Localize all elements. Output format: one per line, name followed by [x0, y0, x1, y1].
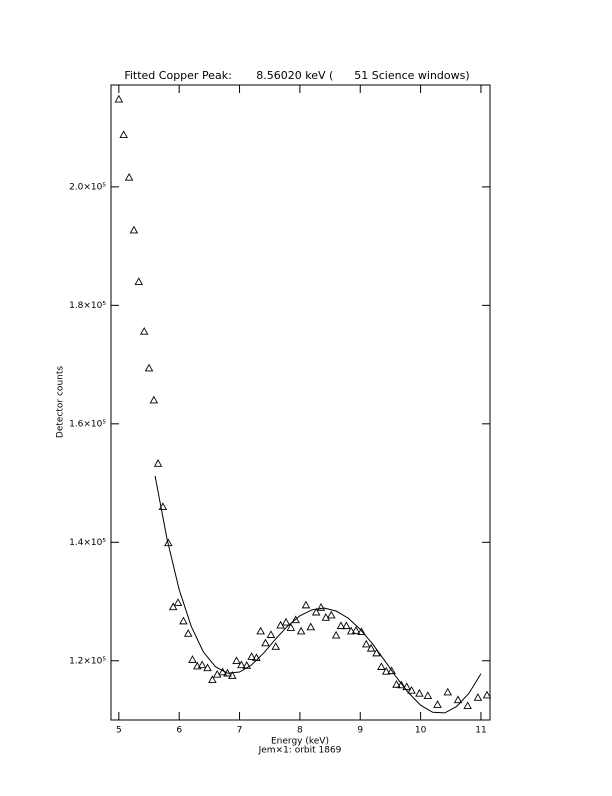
- data-point: [366, 643, 376, 652]
- data-point: [453, 695, 463, 704]
- data-point: [237, 660, 246, 669]
- data-point: [433, 700, 442, 708]
- data-point: [119, 130, 128, 139]
- data-point: [168, 602, 178, 611]
- data-point: [443, 687, 453, 696]
- data-point: [321, 613, 331, 621]
- data-point: [336, 621, 346, 630]
- data-point: [256, 626, 265, 635]
- data-point: [193, 661, 202, 670]
- data-point: [423, 691, 433, 699]
- plot-frame: [110, 84, 491, 721]
- x-tick-label: 7: [237, 726, 243, 736]
- data-point: [362, 639, 371, 648]
- x-tick-label: 6: [176, 726, 182, 736]
- data-point: [139, 326, 149, 335]
- subtitle: Jem×1: orbit 1869: [258, 746, 342, 756]
- chart-title: Fitted Copper Peak: 8.56020 keV ( 51 Sci…: [124, 69, 469, 82]
- y-tick-label: 1.6×10⁵: [69, 419, 106, 429]
- data-point: [291, 615, 300, 624]
- data-point: [372, 648, 381, 657]
- data-point: [232, 656, 241, 665]
- data-point: [188, 655, 197, 663]
- y-tick-label: 2.0×10⁵: [69, 182, 106, 192]
- x-tick-label: 11: [475, 726, 486, 736]
- data-point: [261, 638, 270, 647]
- data-point: [124, 172, 134, 181]
- data-point: [208, 675, 217, 683]
- data-point: [402, 682, 411, 691]
- data-point: [183, 629, 193, 637]
- data-point: [415, 688, 424, 697]
- data-point: [392, 680, 401, 688]
- data-point: [144, 363, 154, 372]
- x-tick-label: 10: [415, 726, 427, 736]
- data-point: [397, 680, 406, 689]
- data-point: [306, 622, 316, 631]
- data-point: [327, 610, 336, 619]
- data-point: [377, 662, 386, 670]
- data-point: [212, 669, 222, 678]
- data-point: [316, 603, 326, 611]
- y-tick-label: 1.8×10⁵: [69, 301, 106, 311]
- data-point: [463, 701, 472, 710]
- x-axis-label: Energy (keV): [271, 737, 329, 747]
- data-point: [331, 630, 341, 639]
- x-tick-label: 8: [297, 726, 303, 736]
- y-tick-label: 1.4×10⁵: [69, 538, 106, 548]
- y-tick-label: 1.2×10⁵: [69, 656, 106, 666]
- y-axis-label: Detector counts: [56, 366, 66, 438]
- x-tick-label: 9: [357, 726, 363, 736]
- data-point: [203, 663, 212, 672]
- data-point: [134, 277, 144, 285]
- data-point: [301, 600, 311, 609]
- data-point: [179, 616, 188, 625]
- data-point: [281, 617, 291, 626]
- data-point: [271, 642, 281, 650]
- data-point: [286, 623, 296, 631]
- data-point: [357, 627, 366, 635]
- data-point: [387, 666, 396, 675]
- data-point: [351, 626, 361, 634]
- data-point: [114, 94, 124, 103]
- fit-line: [154, 475, 482, 714]
- data-point: [473, 693, 483, 701]
- data-point: [153, 459, 163, 467]
- data-point: [266, 630, 276, 638]
- data-point: [311, 607, 321, 616]
- data-point: [381, 667, 391, 675]
- data-point: [129, 225, 139, 234]
- data-point: [149, 395, 159, 404]
- data-point: [342, 621, 351, 630]
- data-point: [346, 626, 356, 635]
- data-point: [228, 671, 237, 679]
- data-point: [197, 660, 207, 669]
- data-point: [296, 626, 306, 635]
- x-tick-label: 5: [116, 726, 122, 736]
- data-point: [482, 690, 492, 699]
- data-point: [247, 652, 256, 660]
- data-point: [407, 685, 416, 694]
- data-point: [173, 598, 183, 606]
